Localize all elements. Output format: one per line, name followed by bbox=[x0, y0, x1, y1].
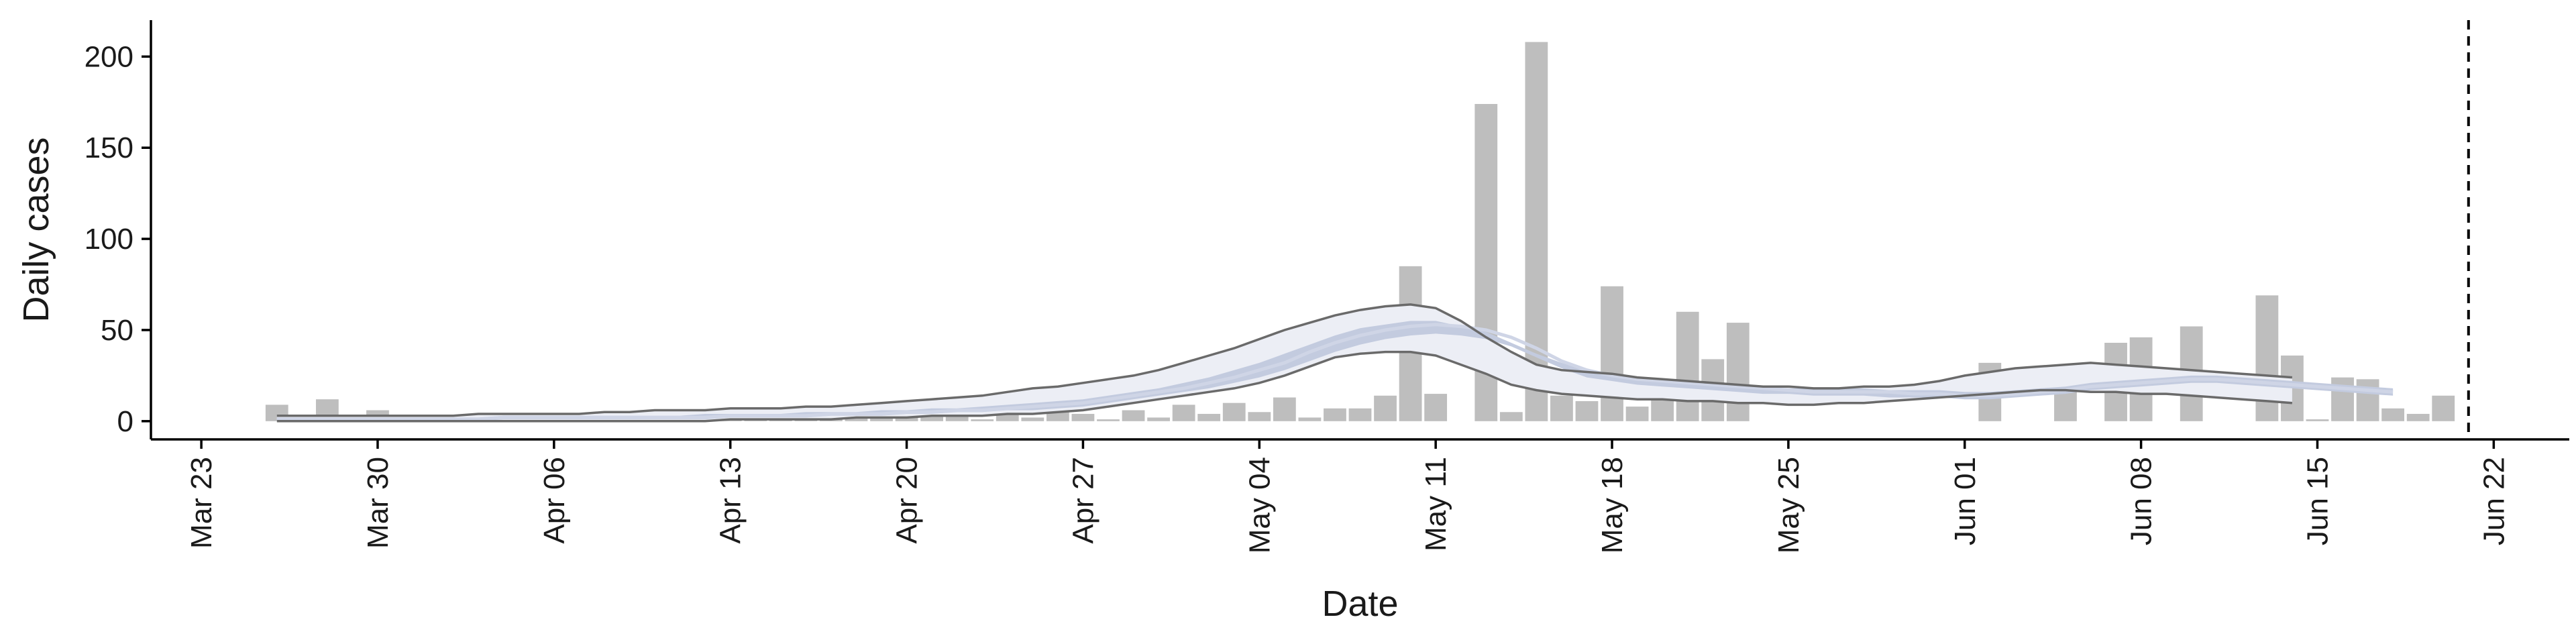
x-tick-label: Mar 23 bbox=[185, 457, 218, 549]
x-tick-label: Jun 01 bbox=[1949, 457, 1982, 545]
inner-band-area bbox=[276, 321, 2394, 421]
case-bar-2020-06-18 bbox=[2381, 408, 2405, 421]
x-tick-label: Apr 20 bbox=[891, 457, 924, 544]
case-bar-2020-04-25 bbox=[1021, 417, 1044, 421]
x-tick-label: Apr 27 bbox=[1067, 457, 1099, 544]
case-bar-2020-05-23 bbox=[1726, 323, 1750, 421]
x-axis-ticks: Mar 23 Mar 30 Apr 06 Apr 13 Apr 20 Apr 27 May … bbox=[185, 439, 2510, 553]
case-bar-2020-04-22 bbox=[945, 413, 969, 421]
x-tick-label: May 25 bbox=[1772, 457, 1805, 553]
x-tick-label: Jun 15 bbox=[2301, 457, 2334, 545]
axes: 0 50 100 150 200 Mar 23 Mar 30 Apr 06 Apr 13 Apr… bbox=[85, 20, 2569, 553]
case-bar-2020-05-19 bbox=[1625, 407, 1649, 421]
case-bar-2020-04-28 bbox=[1097, 419, 1120, 421]
case-bar-2020-04-23 bbox=[971, 419, 994, 421]
x-tick-label: May 11 bbox=[1419, 457, 1452, 551]
case-bar-2020-05-03 bbox=[1222, 402, 1246, 421]
case-bar-2020-05-11 bbox=[1424, 394, 1448, 421]
case-bar-2020-04-29 bbox=[1122, 410, 1145, 421]
outer-band-upper-line bbox=[276, 303, 2293, 417]
x-tick-label: Apr 06 bbox=[538, 457, 571, 544]
case-bar-2020-05-02 bbox=[1197, 413, 1221, 421]
case-bar-2020-05-18 bbox=[1601, 286, 1623, 421]
case-bar-2020-05-17 bbox=[1575, 400, 1599, 421]
case-bar-2020-05-01 bbox=[1172, 405, 1195, 421]
x-tick-label: Mar 30 bbox=[362, 457, 394, 549]
case-bar-2020-05-09 bbox=[1374, 395, 1397, 421]
outer-band-lower-line bbox=[276, 350, 2293, 423]
y-tick-label: 100 bbox=[85, 223, 133, 256]
case-bar-2020-06-19 bbox=[2406, 413, 2430, 421]
y-tick-label: 200 bbox=[85, 40, 133, 73]
x-tick-label: Apr 13 bbox=[714, 457, 747, 544]
y-tick-label: 150 bbox=[85, 131, 133, 164]
case-bar-2020-06-20 bbox=[2432, 395, 2455, 421]
case-bar-2020-05-07 bbox=[1324, 408, 1346, 421]
x-tick-label: Jun 22 bbox=[2477, 457, 2510, 545]
case-bar-2020-06-17 bbox=[2356, 379, 2379, 421]
case-bar-2020-06-15 bbox=[2306, 419, 2329, 421]
y-axis-title: Daily cases bbox=[16, 137, 56, 322]
nowcast-bands bbox=[276, 303, 2394, 423]
case-bar-2020-05-06 bbox=[1298, 417, 1322, 421]
case-bar-2020-05-08 bbox=[1348, 408, 1372, 421]
case-bar-2020-05-04 bbox=[1248, 412, 1271, 421]
case-bar-2020-05-16 bbox=[1550, 395, 1573, 421]
case-bar-2020-06-16 bbox=[2331, 377, 2354, 421]
case-bar-2020-04-27 bbox=[1071, 413, 1095, 421]
x-tick-label: Jun 08 bbox=[2125, 457, 2158, 545]
y-axis-ticks: 0 50 100 150 200 bbox=[85, 40, 151, 438]
case-bar-2020-05-14 bbox=[1499, 412, 1523, 421]
case-bar-2020-05-05 bbox=[1273, 397, 1296, 421]
x-tick-label: May 04 bbox=[1243, 457, 1276, 553]
y-tick-label: 0 bbox=[117, 405, 133, 438]
x-axis-title: Date bbox=[1322, 584, 1398, 624]
case-bar-2020-05-21 bbox=[1676, 311, 1699, 421]
median-line bbox=[276, 323, 2394, 421]
case-bar-2020-04-30 bbox=[1147, 417, 1170, 421]
x-tick-label: May 18 bbox=[1596, 457, 1629, 553]
y-tick-label: 50 bbox=[101, 314, 133, 347]
